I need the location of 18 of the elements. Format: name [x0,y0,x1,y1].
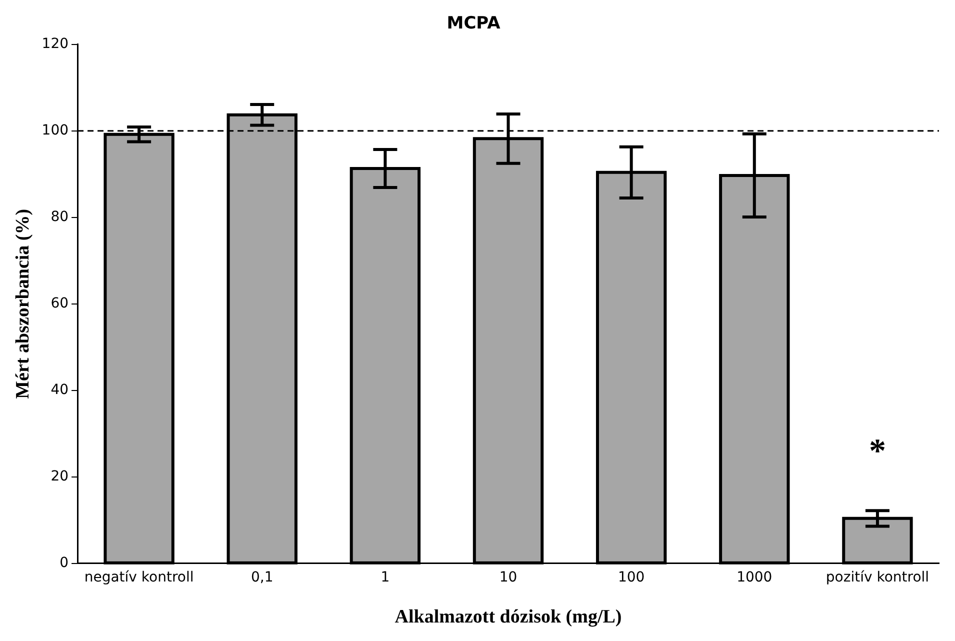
annotation: * [868,433,886,470]
y-tick-label: 40 [50,382,69,398]
x-tick-label: 10 [499,569,518,586]
x-tick-label: 1 [380,569,390,586]
x-tick-label: 0,1 [250,569,274,586]
x-tick-label: negatív kontroll [84,569,194,586]
x-tick-label: 1000 [736,569,772,586]
y-axis-title: Mért abszorbancia (%) [12,208,34,399]
x-tick-label: 100 [618,569,645,586]
y-tick-label: 0 [60,555,69,572]
y-tick-label: 120 [42,36,69,52]
x-axis-title: Alkalmazott dózisok (mg/L) [394,606,622,628]
x-tick-label: pozitív kontroll [826,569,930,586]
chart-title: MCPA [446,14,502,34]
y-tick-label: 60 [50,296,69,312]
y-tick-label: 20 [50,468,69,485]
y-tick-label: 80 [50,209,69,226]
y-tick-label: 100 [42,122,69,139]
